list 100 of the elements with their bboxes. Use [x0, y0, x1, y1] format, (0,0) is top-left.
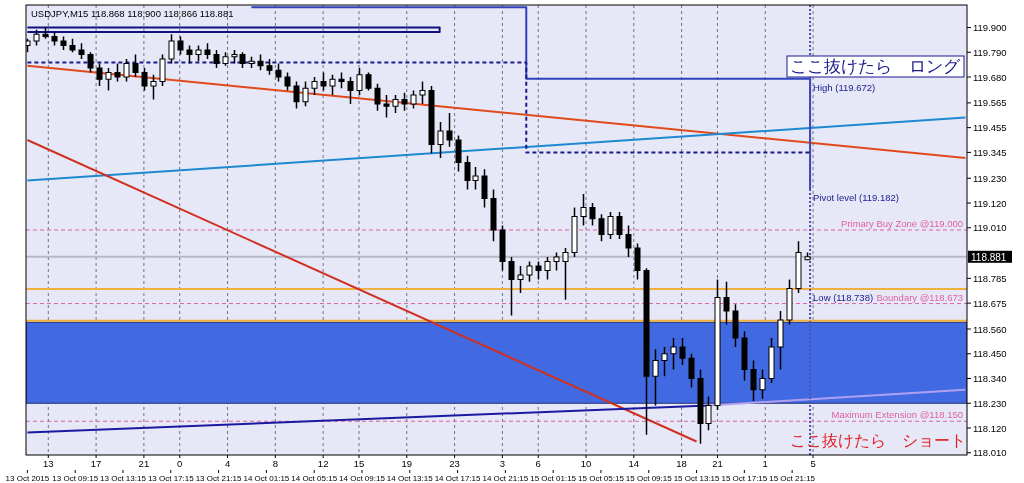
x2-tick-label: 19: [401, 458, 413, 469]
candlestick: [105, 67, 112, 92]
candlestick: [598, 213, 605, 242]
candlestick: [141, 67, 148, 92]
x-tick-label: 15 Oct 17:15: [721, 474, 768, 483]
x-tick-label: 13 Oct 21:15: [195, 474, 243, 483]
y-tick-label: 119.230: [973, 172, 1007, 184]
y-tick-label: 118.560: [973, 323, 1007, 335]
x2-tick-label: 1: [762, 458, 768, 469]
candlestick: [168, 33, 175, 65]
candlestick: [759, 368, 766, 400]
x-tick-label: 14 Oct 09:15: [339, 474, 386, 483]
x-tick-label: 13 Oct 13:15: [100, 474, 147, 483]
x-tick-label: 15 Oct 01:15: [530, 474, 577, 483]
candlestick: [437, 121, 444, 159]
x2-tick-label: 6: [535, 458, 541, 469]
x-tick-label: 15 Oct 21:15: [769, 474, 816, 483]
y-tick-label: 118.785: [973, 272, 1007, 284]
x-tick-label: 13 Oct 2015: [5, 474, 50, 483]
x-tick-label: 14 Oct 21:15: [482, 474, 529, 483]
candlestick: [96, 62, 103, 87]
candlestick: [625, 224, 632, 258]
candlestick: [347, 76, 354, 105]
annotation: High (119.672): [813, 81, 876, 93]
y-tick-label: 119.120: [973, 197, 1007, 209]
y-tick-label: 119.900: [973, 22, 1007, 33]
candlestick: [589, 202, 596, 227]
candlestick: [455, 134, 462, 173]
candlestick: [517, 265, 524, 294]
candlestick: [544, 256, 551, 281]
x-tick-label: 13 Oct 09:15: [52, 474, 99, 483]
x-tick-label: 14 Oct 01:15: [243, 474, 290, 483]
y-tick-label: 119.345: [973, 146, 1007, 158]
candlestick: [419, 80, 426, 105]
candlestick: [123, 58, 130, 83]
ref-line-label: 118.881: [971, 251, 1007, 263]
x2-tick-label: 18: [676, 458, 687, 469]
candlestick: [679, 337, 686, 366]
candlestick: [159, 53, 166, 87]
x2-tick-label: 12: [317, 458, 329, 469]
x2-tick-label: 5: [810, 458, 816, 469]
x2-tick-label: 13: [43, 458, 54, 469]
candlestick: [661, 346, 668, 377]
y-tick-label: 118.230: [973, 397, 1007, 409]
annotation: Pivot level (119.182): [813, 192, 899, 204]
ref-line-label: Maximum Extension @118.150: [831, 409, 963, 421]
candlestick: [634, 242, 641, 281]
candlestick: [132, 53, 139, 78]
x-tick-label: 15 Oct 09:15: [625, 474, 673, 483]
y-tick-label: 118.120: [973, 422, 1007, 434]
candlestick: [374, 83, 381, 112]
candlestick: [616, 211, 623, 240]
ref-line-label: Primary Buy Zone @119.000: [841, 218, 963, 229]
candlestick: [580, 193, 587, 227]
candlestick: [652, 348, 659, 407]
y-tick-label: 119.790: [973, 46, 1007, 58]
candlestick: [607, 211, 614, 240]
x2-tick-label: 10: [580, 458, 592, 469]
x2-tick-label: 23: [449, 458, 460, 469]
x-tick-label: 15 Oct 13:15: [673, 474, 720, 483]
x-tick-label: 13 Oct 17:15: [147, 474, 195, 483]
x2-tick-label: 14: [628, 458, 640, 469]
candlestick: [526, 260, 533, 283]
candlestick: [87, 51, 94, 74]
x-tick-label: 14 Oct 17:15: [434, 474, 482, 483]
candlestick: [670, 337, 677, 371]
candlestick: [481, 168, 488, 209]
annotation: ここ抜けたら ショート: [790, 432, 966, 449]
x-tick-label: 14 Oct 05:15: [291, 474, 338, 483]
y-tick-label: 118.675: [973, 297, 1007, 309]
y-tick-label: 118.450: [973, 348, 1007, 360]
annotation: Low (118.738): [813, 291, 874, 303]
x2-tick-label: 4: [224, 458, 231, 469]
y-tick-label: 118.010: [973, 447, 1007, 459]
x2-tick-label: 3: [499, 458, 506, 469]
candlestick: [383, 94, 390, 119]
x2-tick-label: 15: [353, 458, 365, 469]
candlestick: [508, 256, 515, 317]
annotation: ここ抜けたら ロング: [790, 57, 961, 76]
x2-tick-label: 21: [712, 458, 723, 469]
y-tick-label: 118.340: [973, 373, 1007, 384]
candlestick: [302, 80, 309, 107]
candlestick: [750, 359, 757, 402]
y-tick-label: 119.455: [973, 122, 1007, 134]
chart-title: USDJPY,M15 118.868 118.900 118.866 118.881: [31, 8, 234, 19]
candlestick: [688, 353, 695, 389]
candlestick: [562, 247, 569, 301]
y-tick-label: 119.680: [973, 71, 1007, 83]
y-tick-label: 119.565: [973, 97, 1007, 109]
candlestick: [329, 74, 336, 96]
candlestick: [446, 112, 453, 148]
candlestick: [293, 80, 300, 110]
y-tick-label: 119.010: [973, 222, 1007, 234]
x2-tick-label: 8: [272, 458, 278, 469]
candlestick: [723, 281, 730, 326]
x-tick-label: 14 Oct 13:15: [386, 474, 434, 483]
x-tick-label: 15 Oct 05:15: [578, 474, 625, 483]
candlestick: [356, 67, 363, 96]
x2-tick-label: 17: [90, 458, 102, 469]
x2-tick-label: 0: [177, 458, 183, 469]
